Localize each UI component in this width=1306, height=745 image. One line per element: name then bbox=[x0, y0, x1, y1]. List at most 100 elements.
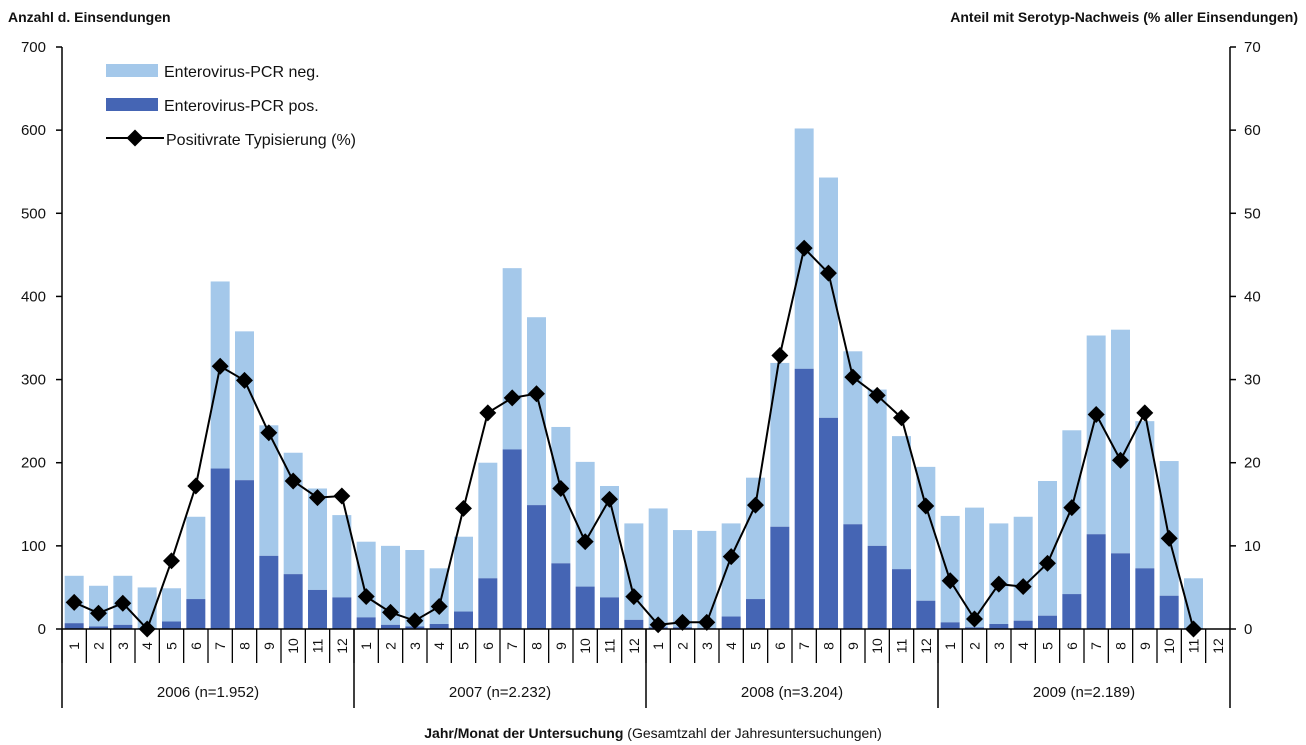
bar-pos-35 bbox=[916, 600, 936, 629]
x-month-label: 6 bbox=[772, 642, 788, 650]
x-month-label: 6 bbox=[480, 642, 496, 650]
rate-point-46 bbox=[1185, 620, 1202, 638]
bar-neg-12 bbox=[356, 541, 376, 618]
rate-point-12 bbox=[357, 588, 375, 606]
x-month-label: 4 bbox=[723, 642, 739, 650]
x-month-label: 2 bbox=[675, 642, 691, 650]
x-month-label: 8 bbox=[1113, 642, 1129, 650]
bar-neg-17 bbox=[478, 462, 498, 579]
legend-swatch-pos bbox=[106, 98, 158, 111]
x-month-label: 7 bbox=[796, 642, 812, 650]
bar-pos-18 bbox=[502, 449, 522, 629]
bar-neg-31 bbox=[819, 177, 838, 418]
rate-point-20 bbox=[552, 480, 570, 498]
x-month-label: 8 bbox=[529, 642, 545, 650]
bar-neg-8 bbox=[259, 425, 279, 556]
bar-neg-22 bbox=[600, 485, 619, 598]
bar-pos-27 bbox=[721, 616, 741, 629]
legend-label-pos: Enterovirus-PCR pos. bbox=[164, 98, 319, 115]
bar-neg-16 bbox=[454, 536, 473, 612]
bar-pos-38 bbox=[989, 624, 1009, 629]
bar-neg-35 bbox=[916, 466, 936, 601]
x-month-label: 9 bbox=[553, 642, 569, 650]
x-month-label: 6 bbox=[188, 642, 204, 650]
x-year-label: 2006 (n=1.952) bbox=[157, 684, 259, 701]
rate-point-37 bbox=[965, 610, 983, 628]
y-left-tick-label: 300 bbox=[21, 372, 46, 389]
x-month-label: 1 bbox=[66, 642, 82, 650]
bar-pos-0 bbox=[64, 623, 84, 629]
bar-neg-36 bbox=[940, 515, 960, 623]
bar-pos-12 bbox=[356, 617, 376, 629]
bar-neg-6 bbox=[210, 281, 230, 469]
x-month-label: 12 bbox=[1210, 638, 1226, 654]
y-right-tick-label: 20 bbox=[1244, 455, 1261, 472]
bar-neg-19 bbox=[527, 317, 546, 506]
x-month-label: 11 bbox=[1186, 639, 1202, 654]
rate-point-11 bbox=[333, 487, 351, 505]
rate-point-14 bbox=[406, 612, 424, 630]
bar-neg-18 bbox=[502, 268, 522, 450]
x-month-label: 5 bbox=[164, 642, 180, 650]
bar-neg-32 bbox=[843, 351, 863, 525]
y-right-title: Anteil mit Serotyp-Nachweis (% aller Ein… bbox=[950, 9, 1298, 25]
bar-pos-13 bbox=[381, 624, 400, 629]
y-right-tick-label: 30 bbox=[1244, 372, 1261, 389]
bar-pos-19 bbox=[527, 505, 546, 629]
rate-point-23 bbox=[625, 588, 643, 606]
bar-neg-27 bbox=[721, 523, 741, 617]
x-month-label: 1 bbox=[650, 642, 666, 650]
bar-pos-9 bbox=[283, 574, 303, 629]
bar-pos-32 bbox=[843, 524, 863, 629]
rate-point-16 bbox=[454, 499, 472, 517]
y-right-tick-label: 70 bbox=[1244, 39, 1261, 56]
bar-neg-45 bbox=[1159, 461, 1179, 596]
x-month-label: 6 bbox=[1064, 642, 1080, 650]
y-right-tick-label: 50 bbox=[1244, 205, 1261, 222]
rate-point-39 bbox=[1014, 578, 1032, 596]
bar-pos-17 bbox=[478, 578, 498, 629]
bar-neg-21 bbox=[575, 461, 595, 587]
y-left-tick-label: 500 bbox=[21, 205, 46, 222]
y-left-tick-label: 0 bbox=[38, 621, 46, 638]
x-month-label: 7 bbox=[1088, 642, 1104, 650]
x-axis-title-bold: Jahr/Monat der Untersuchung bbox=[424, 725, 623, 741]
bar-neg-33 bbox=[867, 389, 887, 546]
y-left-tick-label: 700 bbox=[21, 39, 46, 56]
rate-point-40 bbox=[1039, 554, 1056, 572]
line-layer bbox=[65, 239, 1202, 638]
y-right-tick-label: 40 bbox=[1244, 288, 1261, 305]
x-year-label: 2007 (n=2.232) bbox=[449, 684, 551, 701]
x-month-label: 10 bbox=[285, 638, 301, 654]
rate-point-8 bbox=[260, 424, 278, 442]
bar-pos-45 bbox=[1159, 595, 1179, 629]
rate-point-5 bbox=[187, 477, 205, 495]
rate-point-33 bbox=[868, 386, 886, 404]
y-right-tick-label: 0 bbox=[1244, 621, 1252, 638]
y-left-tick-label: 400 bbox=[21, 288, 46, 305]
bar-neg-46 bbox=[1184, 578, 1203, 629]
bar-pos-8 bbox=[259, 555, 279, 629]
bar-neg-26 bbox=[697, 530, 717, 629]
x-month-label: 9 bbox=[261, 642, 277, 650]
x-year-label: 2009 (n=2.189) bbox=[1033, 684, 1135, 701]
x-month-label: 3 bbox=[115, 642, 131, 650]
bar-pos-6 bbox=[210, 468, 230, 629]
x-month-label: 12 bbox=[626, 638, 642, 654]
bar-neg-4 bbox=[162, 588, 181, 622]
x-month-label: 11 bbox=[602, 639, 618, 654]
bar-neg-34 bbox=[892, 436, 911, 570]
bar-pos-4 bbox=[162, 621, 181, 629]
bar-neg-14 bbox=[405, 550, 425, 627]
x-month-label: 3 bbox=[699, 642, 715, 650]
bar-pos-40 bbox=[1038, 615, 1057, 629]
bar-neg-42 bbox=[1086, 335, 1106, 535]
rate-point-28 bbox=[747, 496, 764, 514]
legend-swatch-neg bbox=[106, 64, 158, 77]
rate-point-4 bbox=[162, 552, 180, 570]
bar-neg-44 bbox=[1135, 421, 1155, 569]
bar-pos-37 bbox=[965, 627, 984, 629]
rate-point-9 bbox=[284, 472, 302, 490]
